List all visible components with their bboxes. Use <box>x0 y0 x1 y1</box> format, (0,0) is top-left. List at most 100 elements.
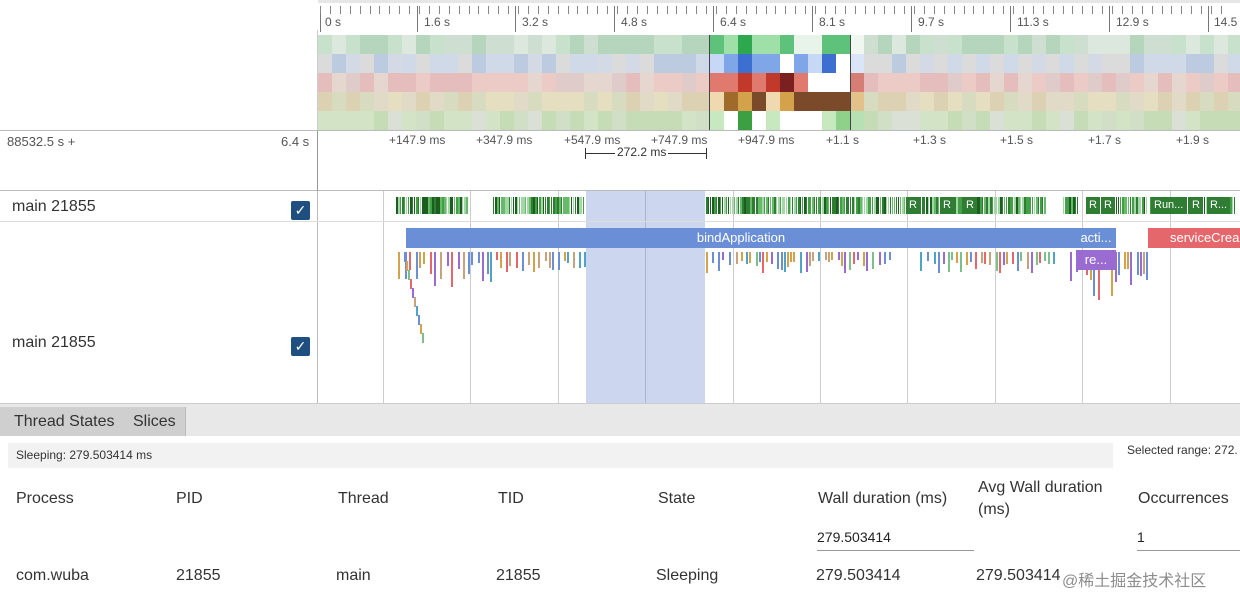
heatmap-cell <box>346 54 360 73</box>
ov-minor-tick <box>379 6 381 14</box>
thread-state-segment <box>828 197 829 214</box>
ov-minor-tick <box>716 6 717 14</box>
heatmap-cell <box>1004 92 1018 111</box>
thread-state-segment <box>414 197 415 214</box>
heatmap-cell <box>990 54 1004 73</box>
thread-state-segment <box>408 197 409 214</box>
cell-state: Sleeping <box>656 567 719 584</box>
slice-bind-application[interactable]: bindApplication <box>406 228 1076 248</box>
overview-ruler[interactable]: 0 s 1.6 s 3.2 s 4.8 s 6.4 s 8.1 s 9.7 s … <box>318 0 1240 32</box>
thread-state-track-checkbox[interactable]: ✓ <box>291 201 310 220</box>
ov-minor-tick <box>1022 6 1024 14</box>
heatmap-cell <box>1088 73 1102 92</box>
grid-line <box>645 191 646 403</box>
slice-mark <box>722 252 724 260</box>
slice-mark <box>558 252 560 270</box>
thread-state-track-shell[interactable]: main 21855 ✓ <box>0 191 318 221</box>
thread-state-segment <box>1124 197 1126 214</box>
overview-heatmap[interactable] <box>318 35 1240 130</box>
heatmap-cell <box>976 92 990 111</box>
slice-mark <box>487 252 489 274</box>
slice-activity[interactable]: acti... <box>1076 228 1116 248</box>
thread-state-segment <box>850 197 851 214</box>
track-area[interactable]: main 21855 ✓ R R R R R Run... R R... mai… <box>0 191 1240 403</box>
thread-state-segment <box>810 197 811 214</box>
heatmap-cell <box>346 35 360 54</box>
ov-minor-tick <box>320 6 321 14</box>
slices-track-shell[interactable]: main 21855 ✓ <box>0 222 318 403</box>
heatmap-cell <box>654 35 668 54</box>
ov-major-tick <box>614 6 615 32</box>
slice-mark <box>1130 252 1132 285</box>
ov-minor-tick <box>834 6 836 14</box>
heatmap-cell <box>780 35 794 54</box>
thread-state-segment <box>902 197 904 214</box>
column-header-occurrences[interactable]: Occurrences <box>1138 490 1229 507</box>
slice-mark <box>746 252 748 264</box>
heatmap-cell <box>570 54 584 73</box>
slice-service-create[interactable]: serviceCrea <box>1148 228 1240 248</box>
heatmap-cell <box>612 54 626 73</box>
slices-track-checkbox[interactable]: ✓ <box>291 337 310 356</box>
ov-minor-tick <box>636 6 638 14</box>
heatmap-cell <box>402 92 416 111</box>
ov-minor-tick <box>1131 6 1133 14</box>
tab-slices[interactable]: Slices <box>119 407 186 437</box>
heatmap-cell <box>1116 92 1130 111</box>
thread-state-segment <box>541 197 543 214</box>
heatmap-cell <box>990 92 1004 111</box>
slice-mark <box>853 252 855 264</box>
heatmap-cell <box>458 73 472 92</box>
column-header-wall-duration[interactable]: Wall duration (ms) <box>818 490 948 507</box>
heatmap-cell <box>402 54 416 73</box>
heatmap-cell <box>1228 111 1240 130</box>
tab-thread-states[interactable]: Thread States <box>0 407 130 437</box>
thread-state-segment <box>740 197 742 214</box>
thread-state-segment <box>1188 197 1189 214</box>
state-label: Run... <box>1151 197 1187 214</box>
overview-selection-window[interactable] <box>709 35 851 130</box>
heatmap-cell <box>780 92 794 111</box>
column-header-thread[interactable]: Thread <box>338 490 389 507</box>
slice-mark <box>434 252 436 286</box>
thread-state-segment <box>962 197 963 214</box>
thread-state-segment <box>922 197 924 214</box>
column-header-avg-wall-duration[interactable]: Avg Wall duration (ms) <box>978 479 1103 518</box>
thread-state-segment <box>1232 197 1233 214</box>
heatmap-cell <box>878 73 892 92</box>
thread-state-segment <box>982 197 983 214</box>
selection-area[interactable] <box>586 191 705 403</box>
heatmap-cell <box>1214 111 1228 130</box>
thread-state-segment <box>1040 197 1042 214</box>
slice-mark <box>984 252 986 264</box>
thread-state-segment <box>454 197 455 214</box>
heatmap-cell <box>1102 111 1116 130</box>
column-header-tid[interactable]: TID <box>498 490 524 507</box>
occurrences-filter-input[interactable] <box>1137 523 1240 551</box>
axis-tick-label: +347.9 ms <box>476 133 533 147</box>
ov-minor-tick <box>1161 6 1163 14</box>
column-header-pid[interactable]: PID <box>176 490 203 507</box>
heatmap-cell <box>682 35 696 54</box>
time-axis[interactable]: 88532.5 s + 6.4 s +147.9 ms +347.9 ms +5… <box>0 130 1240 191</box>
wall-duration-filter-input[interactable] <box>817 523 974 551</box>
heatmap-cell <box>976 54 990 73</box>
ov-minor-tick <box>527 6 529 14</box>
thread-state-segment <box>770 197 771 214</box>
slice-mark <box>777 252 779 269</box>
slice-mark <box>579 252 581 268</box>
slice-mark <box>784 252 786 272</box>
column-header-state[interactable]: State <box>658 490 696 507</box>
slice-resume[interactable]: re... <box>1076 250 1116 270</box>
thread-state-segment <box>830 197 831 214</box>
heatmap-cell <box>444 54 458 73</box>
thread-state-segment <box>846 197 848 214</box>
column-header-process[interactable]: Process <box>16 490 74 507</box>
thread-state-segment <box>858 197 860 214</box>
thread-state-segment <box>878 197 879 214</box>
heatmap-cell <box>948 111 962 130</box>
thread-state-segment <box>822 197 824 214</box>
ov-minor-tick <box>1052 6 1054 14</box>
thread-state-segment <box>440 197 442 214</box>
thread-state-segment <box>718 197 720 214</box>
